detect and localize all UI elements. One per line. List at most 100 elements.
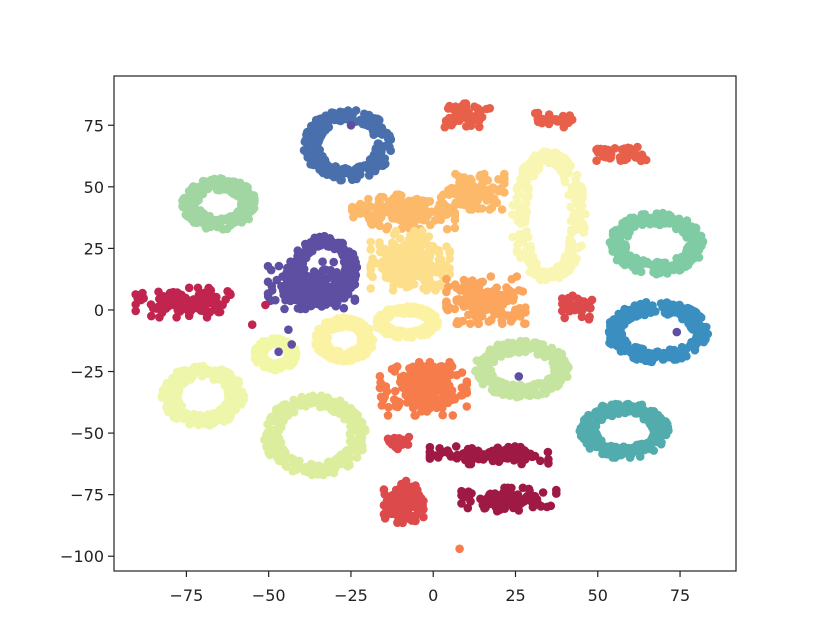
- scatter-point: [625, 251, 635, 260]
- scatter-point: [695, 324, 705, 333]
- scatter-point: [184, 372, 193, 382]
- scatter-point: [264, 342, 273, 351]
- scatter-point: [608, 227, 618, 237]
- scatter-point: [679, 304, 688, 313]
- scatter-point: [330, 284, 339, 293]
- scatter-point: [485, 189, 494, 198]
- scatter-point: [333, 354, 343, 364]
- scatter-point: [391, 247, 400, 257]
- scatter-point: [165, 399, 174, 409]
- scatter-point: [421, 362, 430, 372]
- scatter-point: [318, 257, 327, 267]
- scatter-point: [562, 372, 572, 382]
- scatter-point: [213, 222, 222, 232]
- scatter-point: [684, 312, 693, 322]
- scatter-point: [378, 394, 388, 403]
- scatter-point: [475, 122, 484, 132]
- scatter-point: [527, 167, 537, 176]
- scatter-point: [591, 435, 600, 445]
- scatter-point: [184, 283, 194, 293]
- scatter-point: [309, 461, 319, 471]
- scatter-point: [637, 150, 647, 159]
- scatter-point: [552, 158, 562, 167]
- scatter-point: [410, 411, 420, 420]
- scatter-point: [367, 166, 377, 175]
- scatter-point: [223, 376, 233, 386]
- scatter-point: [411, 215, 421, 225]
- scatter-point: [493, 376, 503, 386]
- scatter-point: [419, 512, 428, 522]
- scatter-point: [457, 383, 467, 393]
- scatter-point: [263, 277, 273, 287]
- scatter-point: [525, 341, 534, 350]
- scatter-point: [195, 365, 205, 375]
- scatter-point: [396, 517, 406, 527]
- scatter-point: [403, 302, 412, 311]
- scatter-point: [367, 220, 377, 229]
- scatter-point: [308, 295, 318, 305]
- scatter-point: [442, 261, 451, 271]
- scatter-point: [578, 188, 587, 198]
- scatter-point: [337, 175, 346, 185]
- scatter-point: [427, 267, 437, 276]
- scatter-point: [411, 206, 421, 216]
- scatter-point: [645, 219, 655, 229]
- scatter-point: [179, 411, 189, 420]
- scatter-point: [591, 422, 601, 431]
- scatter-point: [459, 196, 468, 206]
- scatter-point: [476, 279, 486, 288]
- scatter-point: [648, 413, 658, 423]
- scatter-point: [366, 284, 376, 293]
- scatter-point: [401, 390, 411, 400]
- scatter-point: [273, 442, 282, 452]
- scatter-point: [358, 445, 367, 455]
- scatter-point: [533, 117, 543, 127]
- scatter-point: [527, 267, 536, 277]
- scatter-point: [317, 288, 326, 297]
- scatter-point: [644, 348, 653, 358]
- scatter-point: [565, 254, 574, 264]
- scatter-point: [472, 190, 481, 199]
- scatter-point: [408, 255, 418, 264]
- scatter-point: [584, 433, 593, 442]
- scatter-point: [217, 365, 227, 375]
- scatter-point: [324, 122, 334, 132]
- scatter-point: [614, 309, 623, 319]
- scatter-point: [133, 294, 142, 303]
- scatter-point: [486, 452, 495, 462]
- scatter-point: [340, 293, 349, 303]
- scatter-point: [228, 393, 237, 402]
- scatter-point: [692, 308, 701, 318]
- scatter-point: [314, 159, 323, 168]
- scatter-point: [284, 361, 294, 371]
- scatter-point: [179, 195, 188, 204]
- scatter-point: [329, 167, 339, 177]
- scatter-point: [450, 304, 460, 314]
- scatter-point: [474, 319, 483, 328]
- scatter-point: [662, 300, 671, 310]
- scatter-point: [585, 441, 595, 451]
- scatter-point: [350, 268, 360, 278]
- scatter-point: [157, 393, 167, 402]
- scatter-point: [310, 269, 319, 279]
- scatter-point: [195, 182, 204, 191]
- scatter-point: [497, 295, 507, 304]
- scatter-point: [434, 453, 443, 462]
- scatter-point: [339, 257, 349, 267]
- scatter-point: [634, 440, 644, 449]
- scatter-point: [280, 304, 289, 314]
- scatter-point: [691, 230, 701, 239]
- scatter-point: [451, 169, 460, 179]
- scatter-point: [472, 203, 481, 212]
- scatter-point: [265, 450, 275, 460]
- scatter-point: [451, 198, 461, 207]
- scatter-point: [548, 114, 557, 124]
- scatter-point: [623, 143, 633, 153]
- scatter-point: [681, 262, 690, 272]
- scatter-point: [470, 183, 480, 193]
- scatter-point: [533, 108, 543, 118]
- scatter-point: [442, 242, 451, 251]
- scatter-point: [469, 454, 479, 463]
- scatter-point: [368, 118, 377, 127]
- scatter-point: [638, 309, 648, 319]
